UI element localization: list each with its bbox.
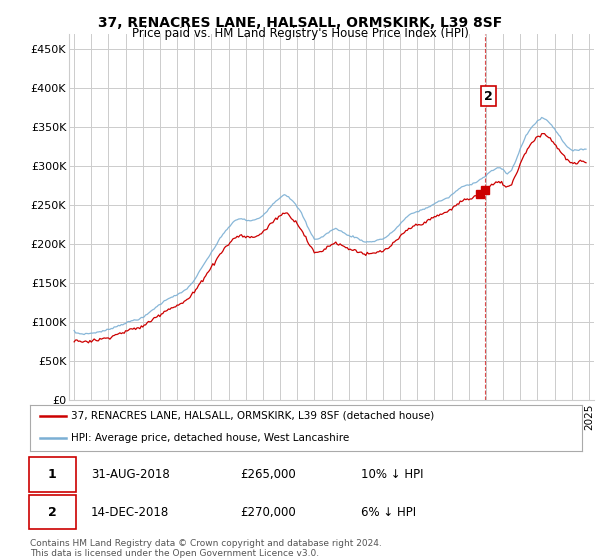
Text: 10% ↓ HPI: 10% ↓ HPI xyxy=(361,468,424,481)
FancyBboxPatch shape xyxy=(29,458,76,492)
Text: 31-AUG-2018: 31-AUG-2018 xyxy=(91,468,169,481)
Text: 37, RENACRES LANE, HALSALL, ORMSKIRK, L39 8SF (detached house): 37, RENACRES LANE, HALSALL, ORMSKIRK, L3… xyxy=(71,411,434,421)
Text: 2: 2 xyxy=(484,90,493,102)
Text: 37, RENACRES LANE, HALSALL, ORMSKIRK, L39 8SF: 37, RENACRES LANE, HALSALL, ORMSKIRK, L3… xyxy=(98,16,502,30)
Text: £270,000: £270,000 xyxy=(240,506,296,519)
Text: 1: 1 xyxy=(48,468,56,481)
Text: Price paid vs. HM Land Registry's House Price Index (HPI): Price paid vs. HM Land Registry's House … xyxy=(131,27,469,40)
Text: 14-DEC-2018: 14-DEC-2018 xyxy=(91,506,169,519)
Text: 2: 2 xyxy=(48,506,56,519)
FancyBboxPatch shape xyxy=(29,495,76,529)
Text: 6% ↓ HPI: 6% ↓ HPI xyxy=(361,506,416,519)
Text: £265,000: £265,000 xyxy=(240,468,296,481)
Text: HPI: Average price, detached house, West Lancashire: HPI: Average price, detached house, West… xyxy=(71,433,350,444)
Text: Contains HM Land Registry data © Crown copyright and database right 2024.
This d: Contains HM Land Registry data © Crown c… xyxy=(30,539,382,558)
